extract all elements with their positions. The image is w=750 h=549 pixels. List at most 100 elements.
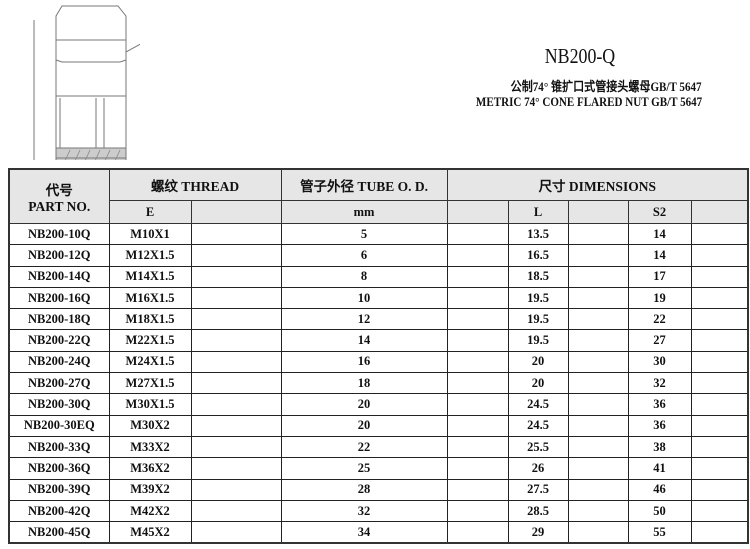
tube-od-cell: 28: [280, 478, 448, 501]
subtitle-cn: 公制74° 锥扩口式管接头螺母GB/T 5647: [511, 79, 702, 94]
part-no-cell: NB200-39Q: [8, 478, 110, 501]
part-no-header: 代号 PART NO.: [8, 168, 110, 224]
s2-cell: 27: [627, 329, 692, 352]
length-cell: 29: [507, 521, 569, 544]
s2-cell: 30: [627, 350, 692, 374]
part-no-cell: NB200-16Q: [8, 286, 110, 310]
thread-cell: M39X2: [108, 478, 192, 501]
table-row: NB200-18Q M18X1.5 12 19.5 22: [8, 308, 749, 331]
length-cell: 20: [507, 350, 569, 374]
s2-cell: 32: [627, 372, 692, 395]
s2-subheader: S2: [627, 200, 692, 224]
tube-od-cell: 8: [280, 265, 448, 288]
part-no-cell: NB200-30EQ: [8, 414, 110, 437]
tube-od-cell: 25: [280, 457, 448, 480]
table-row: NB200-42Q M42X2 32 28.5 50: [8, 499, 749, 523]
table-row: NB200-12Q M12X1.5 6 16.5 14: [8, 244, 749, 267]
table-row: NB200-27Q M27X1.5 18 20 32: [8, 372, 749, 395]
tube-od-cell: 18: [280, 372, 448, 395]
part-no-cell: NB200-45Q: [8, 521, 110, 544]
part-no-cell: NB200-33Q: [8, 435, 110, 459]
part-no-cell: NB200-18Q: [8, 308, 110, 331]
thread-cell: M22X1.5: [108, 329, 192, 352]
table-row: NB200-14Q M14X1.5 8 18.5 17: [8, 265, 749, 288]
nut-drawing: S2: [33, 5, 140, 160]
tube-od-cell: 20: [280, 414, 448, 437]
s2-cell: 19: [627, 286, 692, 310]
part-no-cell: NB200-12Q: [8, 244, 110, 267]
table-row: NB200-36Q M36X2 25 26 41: [8, 457, 749, 480]
table-row: NB200-16Q M16X1.5 10 19.5 19: [8, 286, 749, 310]
table-row: NB200-39Q M39X2 28 27.5 46: [8, 478, 749, 501]
thread-header: 螺纹 THREAD: [108, 168, 282, 201]
thread-cell: M18X1.5: [108, 308, 192, 331]
thread-cell: M14X1.5: [108, 265, 192, 288]
thread-cell: M24X1.5: [108, 350, 192, 374]
tube-od-cell: 20: [280, 393, 448, 416]
thread-cell: M16X1.5: [108, 286, 192, 310]
thread-cell: M27X1.5: [108, 372, 192, 395]
thread-cell: M42X2: [108, 499, 192, 523]
table-row: NB200-45Q M45X2 34 29 55: [8, 521, 749, 544]
length-cell: 16.5: [507, 244, 569, 267]
length-cell: 24.5: [507, 414, 569, 437]
mm-subheader: mm: [280, 200, 448, 224]
subtitle-en: METRIC 74° CONE FLARED NUT GB/T 5647: [475, 94, 702, 109]
length-cell: 28.5: [507, 499, 569, 523]
tube-od-cell: 16: [280, 350, 448, 374]
thread-cell: M12X1.5: [108, 244, 192, 267]
part-no-cell: NB200-36Q: [8, 457, 110, 480]
tube-od-cell: 14: [280, 329, 448, 352]
s2-cell: 14: [627, 222, 692, 246]
s2-cell: 50: [627, 499, 692, 523]
thread-cell: M36X2: [108, 457, 192, 480]
tube-od-header: 管子外径 TUBE O. D.: [280, 168, 448, 201]
length-cell: 26: [507, 457, 569, 480]
s2-cell: 55: [627, 521, 692, 544]
length-cell: 19.5: [507, 286, 569, 310]
s2-cell: 17: [627, 265, 692, 288]
part-no-cell: NB200-10Q: [8, 222, 110, 246]
tube-od-cell: 22: [280, 435, 448, 459]
thread-cell: M10X1: [108, 222, 192, 246]
table-row: NB200-30Q M30X1.5 20 24.5 36: [8, 393, 749, 416]
s2-cell: 22: [627, 308, 692, 331]
dimensions-header: 尺寸 DIMENSIONS: [446, 168, 749, 201]
part-no-cell: NB200-24Q: [8, 350, 110, 374]
tube-od-cell: 6: [280, 244, 448, 267]
table-row: NB200-22Q M22X1.5 14 19.5 27: [8, 329, 749, 352]
part-no-cell: NB200-42Q: [8, 499, 110, 523]
dimensions-table: 代号 PART NO. 螺纹 THREAD 管子外径 TUBE O. D. 尺寸 …: [8, 168, 750, 545]
table-row: NB200-30EQ M30X2 20 24.5 36: [8, 414, 749, 437]
s2-cell: 41: [627, 457, 692, 480]
part-no-cell: NB200-22Q: [8, 329, 110, 352]
tube-od-cell: 10: [280, 286, 448, 310]
length-cell: 27.5: [507, 478, 569, 501]
length-cell: 25.5: [507, 435, 569, 459]
length-cell: 20: [507, 372, 569, 395]
thread-cell: M30X1.5: [108, 393, 192, 416]
length-cell: 19.5: [507, 329, 569, 352]
part-no-cell: NB200-27Q: [8, 372, 110, 395]
tube-od-cell: 34: [280, 521, 448, 544]
s2-cell: 46: [627, 478, 692, 501]
length-cell: 18.5: [507, 265, 569, 288]
tube-od-cell: 5: [280, 222, 448, 246]
e-subheader: E: [108, 200, 192, 224]
thread-cell: M45X2: [108, 521, 192, 544]
table-row: NB200-10Q M10X1 5 13.5 14: [8, 222, 749, 246]
s2-cell: 36: [627, 393, 692, 416]
tube-od-cell: 12: [280, 308, 448, 331]
table-row: NB200-24Q M24X1.5 16 20 30: [8, 350, 749, 374]
part-no-cell: NB200-14Q: [8, 265, 110, 288]
thread-cell: M33X2: [108, 435, 192, 459]
length-cell: 24.5: [507, 393, 569, 416]
thread-cell: M30X2: [108, 414, 192, 437]
s2-cell: 36: [627, 414, 692, 437]
l-subheader: L: [507, 200, 569, 224]
s2-cell: 14: [627, 244, 692, 267]
tube-od-cell: 32: [280, 499, 448, 523]
part-no-cell: NB200-30Q: [8, 393, 110, 416]
length-cell: 13.5: [507, 222, 569, 246]
s2-cell: 38: [627, 435, 692, 459]
